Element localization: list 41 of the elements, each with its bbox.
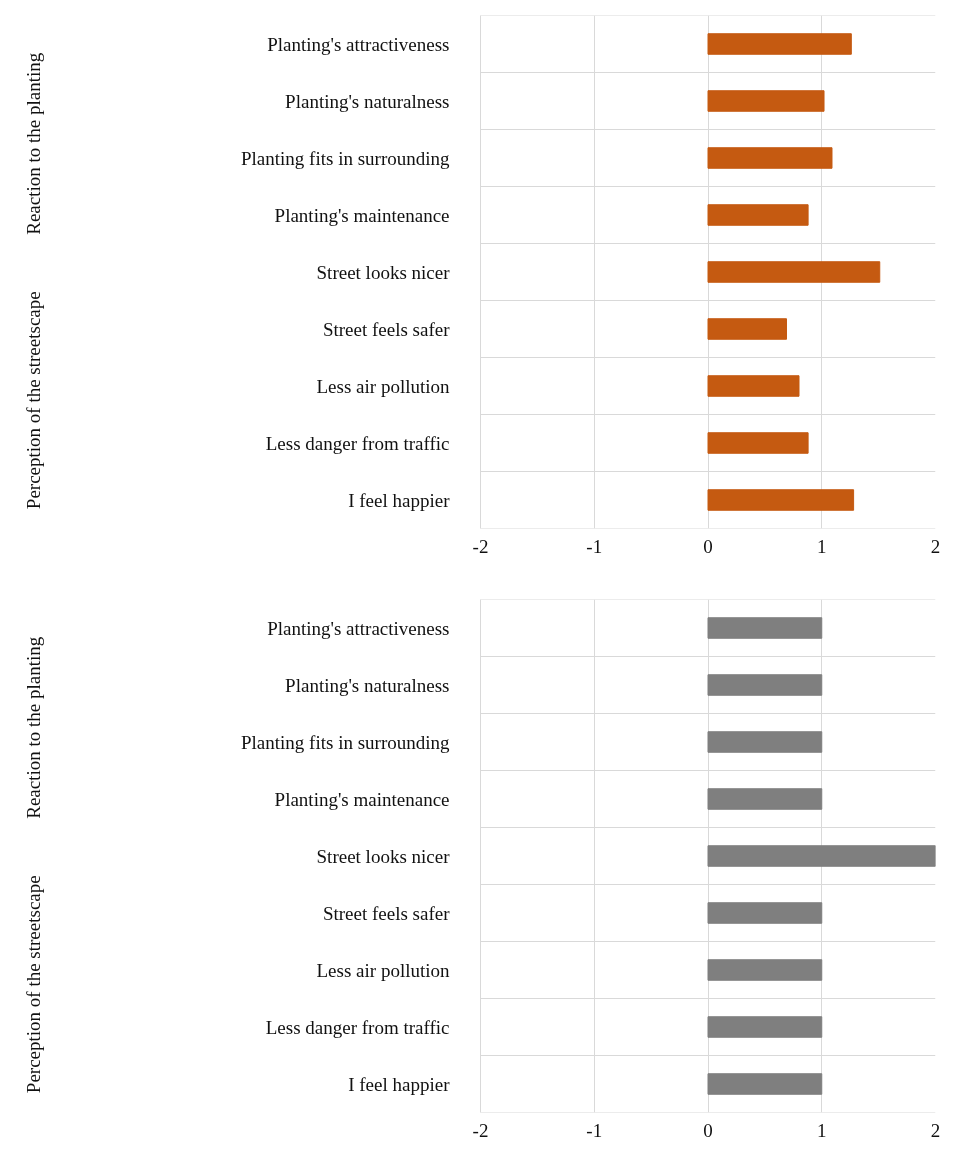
bar [707, 489, 855, 511]
bar [707, 375, 800, 397]
y-tick-label: Planting's attractiveness [267, 33, 450, 55]
x-tick-label: 1 [817, 1119, 827, 1141]
y-tick-label: Street feels safer [322, 318, 451, 340]
x-tick-label: -2 [472, 535, 489, 557]
bar [707, 33, 852, 55]
bar [707, 204, 809, 226]
x-tick-label: 2 [930, 535, 941, 557]
y-tick-label: Planting's maintenance [274, 204, 450, 226]
bar [707, 147, 833, 169]
y-tick-label: Planting fits in surrounding [241, 147, 450, 169]
y-tick-label: Planting's naturalness [285, 674, 450, 696]
y-tick-label: Less danger from traffic [265, 1016, 450, 1038]
x-tick-label: -2 [472, 1119, 489, 1141]
bar [707, 432, 809, 454]
y-tick-label: Street looks nicer [316, 845, 451, 867]
text: Perception of the streetscape [23, 875, 44, 1094]
y-tick-label: Planting's naturalness [285, 90, 450, 112]
y-tick-label: Planting fits in surrounding [241, 731, 450, 753]
bar [707, 90, 825, 112]
text: Reaction to the planting [23, 52, 44, 235]
bar [707, 261, 881, 283]
y-tick-label: Planting's attractiveness [267, 617, 450, 639]
y-tick-label: I feel happier [348, 489, 451, 511]
text: Reaction to the planting [23, 636, 44, 819]
bar [707, 318, 787, 340]
y-tick-label: Less danger from traffic [265, 432, 450, 454]
x-tick-label: 0 [703, 535, 713, 557]
x-tick-label: 1 [817, 535, 827, 557]
x-tick-label: 0 [703, 1119, 713, 1141]
text: Perception of the streetscape [23, 291, 44, 510]
x-tick-label: -1 [586, 1119, 603, 1141]
y-tick-label: Less air pollution [316, 959, 450, 981]
y-tick-label: Less air pollution [316, 375, 450, 397]
x-tick-label: -1 [586, 535, 603, 557]
y-tick-label: Street looks nicer [316, 261, 451, 283]
y-tick-label: Planting's maintenance [274, 788, 450, 810]
y-tick-label: I feel happier [348, 1073, 451, 1095]
x-tick-label: 2 [930, 1119, 941, 1141]
y-tick-label: Street feels safer [322, 902, 451, 924]
